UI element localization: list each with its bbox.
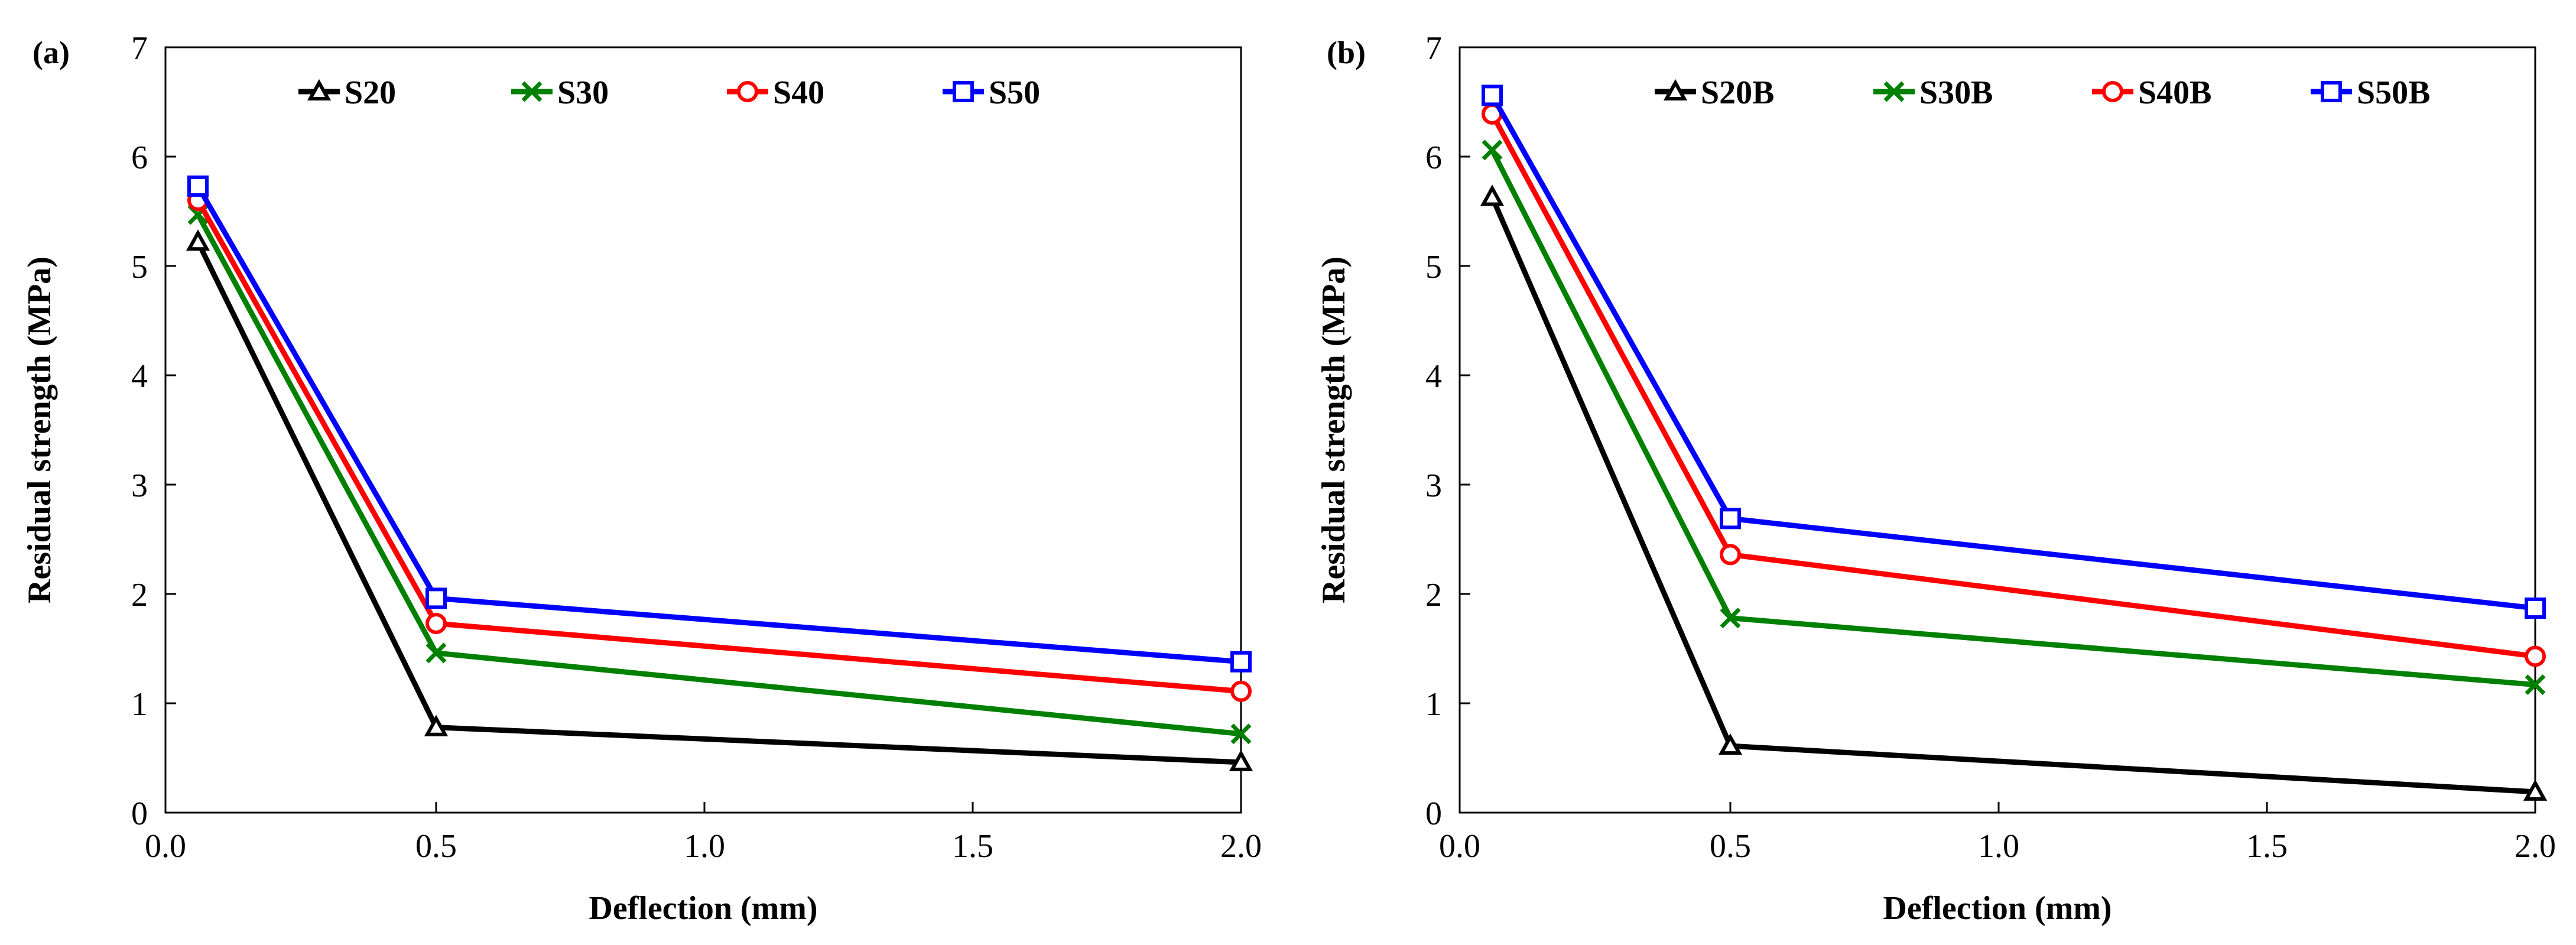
- y-tick-label: 4: [131, 358, 148, 395]
- chart-panel-a: (a) 0 1 2 3 4 5 6 7 0.0 0.5 1.0 1.5 2.0 Deflection (mm…: [21, 30, 1262, 927]
- x-tick-label: 0.0: [1439, 828, 1480, 865]
- panel-label: (b): [1327, 35, 1366, 70]
- x-tick-label: 2.0: [1220, 828, 1262, 865]
- legend-swatch-marker: [521, 81, 543, 102]
- legend-swatch-marker: [1663, 79, 1688, 100]
- y-tick-label: 0: [1425, 795, 1442, 832]
- y-tick-label: 0: [131, 795, 148, 832]
- legend-label: S20B: [1701, 74, 1775, 111]
- x-axis-label: Deflection (mm): [589, 890, 817, 927]
- y-tick-label: 7: [131, 30, 148, 67]
- x-axis-label: Deflection (mm): [1883, 890, 2112, 927]
- legend-entry-s50: S50: [943, 74, 1040, 111]
- series-line-s20b: [1489, 196, 2536, 795]
- legend-swatch-marker-stroke-2: [521, 81, 543, 102]
- legend-swatch-marker: [2321, 81, 2342, 102]
- legend-entry-s30: S30: [511, 74, 609, 111]
- y-tick-label: 5: [1425, 249, 1442, 285]
- legend-label: S50: [989, 74, 1040, 111]
- x-tick-label: 1.0: [1978, 828, 2019, 865]
- y-tick-label: 3: [131, 467, 148, 504]
- legend-swatch-marker: [737, 81, 758, 102]
- panel-label: (a): [33, 35, 70, 70]
- data-point-s30b-1: [1720, 608, 1741, 629]
- y-tick-label: 6: [131, 139, 148, 176]
- data-point-s40-1: [425, 612, 447, 634]
- data-point-s30b-0-stroke-2: [1482, 139, 1503, 161]
- data-point-s20-2: [1229, 749, 1253, 771]
- legend-entry-s40: S40: [727, 74, 824, 111]
- y-tick-label: 6: [1425, 139, 1442, 176]
- x-tick-label: 2.0: [2515, 828, 2556, 865]
- data-point-s30b-2-stroke-2: [2525, 674, 2546, 696]
- legend-label: S40B: [2138, 74, 2212, 111]
- data-point-s30-2: [1230, 723, 1252, 745]
- legend-entry-s30b: S30B: [1873, 74, 1993, 111]
- legend-swatch-marker: [1883, 81, 1905, 102]
- data-point-s20-0: [186, 229, 210, 251]
- y-tick-label: 2: [1425, 577, 1442, 613]
- legend-entry-s20: S20: [298, 74, 396, 111]
- data-point-s30b-0: [1482, 139, 1503, 161]
- x-tick-label: 1.0: [684, 828, 725, 865]
- y-tick-label: 1: [131, 686, 148, 723]
- y-tick-label: 2: [131, 577, 148, 613]
- series-line-s40b: [1490, 112, 2536, 659]
- data-point-s30b-2: [2525, 674, 2546, 696]
- y-tick-label: 3: [1425, 467, 1442, 504]
- data-point-s40b-2: [2525, 645, 2546, 667]
- data-point-s40-2: [1230, 680, 1252, 702]
- series-line-s50: [196, 184, 1242, 665]
- data-point-s20-1: [424, 715, 449, 736]
- y-axis-label: Residual strength (MPa): [21, 256, 58, 603]
- legend-entry-s40b: S40B: [2092, 74, 2212, 111]
- legend-label: S30B: [1919, 74, 1993, 111]
- chart-panel-b: (b) 0 1 2 3 4 5 6 7 0.0 0.5 1.0 1.5 2.0 Deflection (mm…: [1315, 30, 2556, 927]
- legend-label: S20: [345, 74, 396, 111]
- legend-swatch-marker: [2102, 81, 2123, 102]
- data-point-s30-1-stroke-2: [425, 642, 447, 664]
- data-point-s50b-1: [1720, 508, 1741, 530]
- y-tick-label: 4: [1425, 358, 1442, 395]
- y-axis-label: Residual strength (MPa): [1315, 256, 1352, 603]
- x-tick-label: 1.5: [952, 828, 993, 865]
- data-point-s50-1: [425, 587, 447, 609]
- data-point-s20b-0: [1480, 184, 1505, 206]
- x-tick-label: 0.0: [145, 828, 186, 865]
- data-point-s20b-2: [2523, 779, 2548, 801]
- data-point-s20b-1: [1718, 733, 1743, 755]
- data-point-s40b-1: [1720, 544, 1741, 566]
- y-tick-label: 7: [1425, 30, 1442, 67]
- x-tick-label: 0.5: [1710, 828, 1751, 865]
- legend-label: S40: [773, 74, 824, 111]
- x-tick-label: 1.5: [2246, 828, 2288, 865]
- plot-area-frame: [164, 46, 1242, 814]
- data-point-s50b-0: [1482, 85, 1503, 106]
- data-point-s50-2: [1230, 651, 1252, 673]
- series-line-s30b: [1489, 148, 2536, 688]
- legend-label: S50B: [2357, 74, 2431, 111]
- y-tick-label: 1: [1425, 686, 1442, 723]
- x-tick-label: 0.5: [415, 828, 457, 865]
- data-point-s50-0: [187, 175, 209, 197]
- series-line-s40: [196, 199, 1242, 694]
- legend-label: S30: [557, 74, 609, 111]
- series-line-s50b: [1490, 94, 2536, 611]
- data-point-s50b-2: [2525, 597, 2546, 619]
- y-tick-label: 5: [131, 249, 148, 285]
- data-point-s30-1: [425, 642, 447, 664]
- legend-swatch-marker: [307, 79, 332, 100]
- data-point-s30b-1-stroke-2: [1720, 608, 1741, 629]
- legend-entry-s50b: S50B: [2311, 74, 2431, 111]
- legend-entry-s20b: S20B: [1655, 74, 1775, 111]
- plot-area-frame: [1458, 46, 2536, 814]
- data-point-s30-2-stroke-2: [1230, 723, 1252, 745]
- legend-swatch-marker-stroke-2: [1883, 81, 1905, 102]
- legend-swatch-marker: [953, 81, 974, 102]
